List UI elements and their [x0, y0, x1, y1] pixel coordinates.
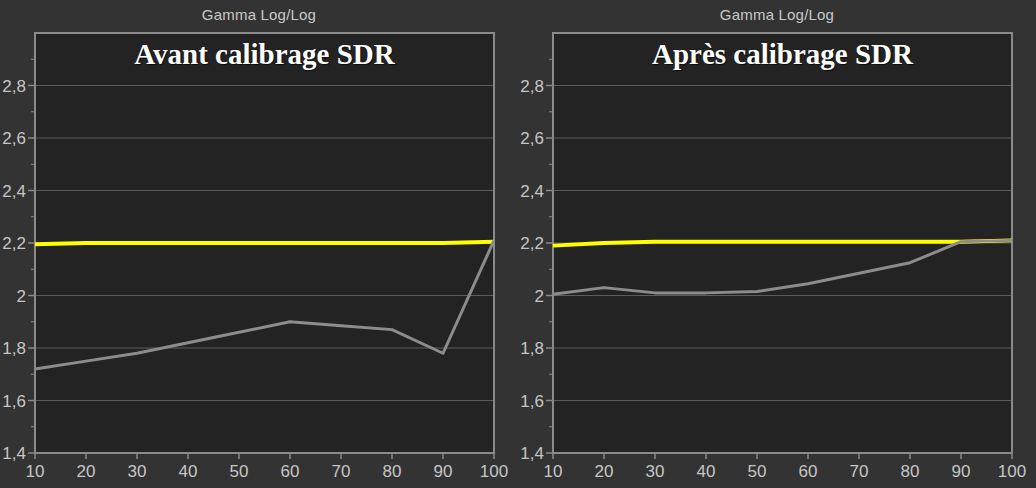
svg-text:2,2: 2,2: [520, 234, 544, 253]
svg-text:2,6: 2,6: [2, 129, 26, 148]
chart-panel-after: Gamma Log/Log 1,41,61,822,22,42,62,81020…: [518, 0, 1036, 488]
svg-text:1,6: 1,6: [2, 392, 26, 411]
svg-text:10: 10: [544, 462, 563, 481]
svg-text:10: 10: [26, 462, 45, 481]
svg-text:2,8: 2,8: [520, 77, 544, 96]
svg-text:20: 20: [77, 462, 96, 481]
gamma-comparison-page: Gamma Log/Log 1,41,61,822,22,42,62,81020…: [0, 0, 1036, 488]
svg-text:40: 40: [697, 462, 716, 481]
svg-text:2: 2: [535, 287, 544, 306]
svg-text:2: 2: [17, 287, 26, 306]
svg-text:2,8: 2,8: [2, 77, 26, 96]
svg-text:90: 90: [434, 462, 453, 481]
svg-text:60: 60: [799, 462, 818, 481]
svg-text:50: 50: [230, 462, 249, 481]
svg-text:60: 60: [281, 462, 300, 481]
svg-text:70: 70: [850, 462, 869, 481]
svg-text:100: 100: [998, 462, 1026, 481]
svg-text:90: 90: [952, 462, 971, 481]
svg-text:2,4: 2,4: [520, 182, 544, 201]
svg-text:2,2: 2,2: [2, 234, 26, 253]
svg-text:1,8: 1,8: [520, 339, 544, 358]
gamma-chart-after: 1,4 1,6 1,8 2 2,2 2,4 2,6 2,8 10 20 30 40 50 60 70 80 90…: [518, 0, 1036, 488]
svg-text:1,6: 1,6: [520, 392, 544, 411]
svg-text:20: 20: [595, 462, 614, 481]
svg-text:80: 80: [383, 462, 402, 481]
svg-text:50: 50: [748, 462, 767, 481]
svg-text:100: 100: [480, 462, 508, 481]
gamma-chart-before: 1,4 1,6 1,8 2 2,2 2,4 2,6 2,8 10 20 30 40 50 60 70 80 90…: [0, 0, 518, 488]
svg-text:80: 80: [901, 462, 920, 481]
svg-text:1,4: 1,4: [520, 444, 544, 463]
svg-text:1,8: 1,8: [2, 339, 26, 358]
svg-text:30: 30: [646, 462, 665, 481]
svg-text:40: 40: [179, 462, 198, 481]
svg-text:2,4: 2,4: [2, 182, 26, 201]
svg-text:1,4: 1,4: [2, 444, 26, 463]
svg-text:30: 30: [128, 462, 147, 481]
svg-text:2,6: 2,6: [520, 129, 544, 148]
svg-text:70: 70: [332, 462, 351, 481]
chart-panel-before: Gamma Log/Log 1,41,61,822,22,42,62,81020…: [0, 0, 518, 488]
